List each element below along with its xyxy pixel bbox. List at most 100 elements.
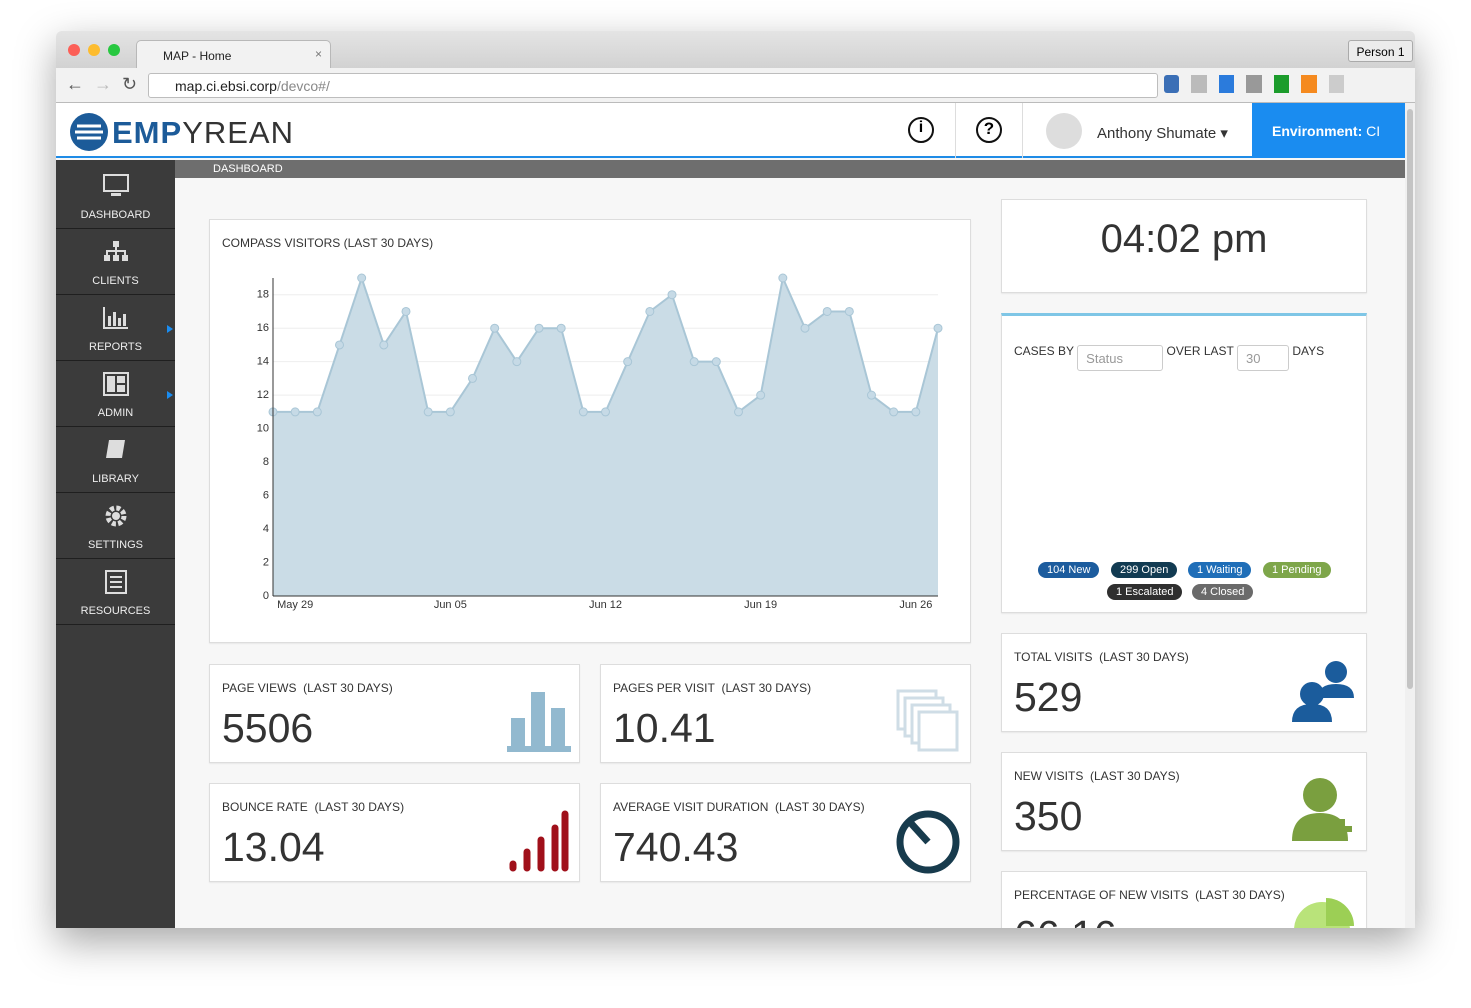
- tab-title: MAP - Home: [163, 49, 232, 63]
- nav-item[interactable]: CLIENTS: [56, 229, 175, 295]
- point: [556, 323, 566, 333]
- point: [335, 340, 344, 350]
- badge[interactable]: 4 Closed: [1192, 584, 1254, 600]
- visits-label: PERCENTAGE OF NEW VISITS: [1014, 888, 1189, 902]
- y-tick-label: 8: [263, 456, 269, 468]
- stat-value: 10.41: [613, 705, 716, 751]
- badge[interactable]: 1 Escalated: [1107, 584, 1183, 600]
- logo: EMPYREAN: [112, 115, 294, 151]
- app-header: EMPYREAN i ? Anthony Shumate ▾ Environme…: [56, 103, 1405, 158]
- chart-card: COMPASS VISITORS (LAST 30 DAYS) 0 2 4 6 8 10 1…: [209, 219, 971, 643]
- help-button[interactable]: ?: [976, 117, 1002, 143]
- stat-label: PAGES PER VISIT: [613, 681, 715, 695]
- browser-tab[interactable]: MAP - Home ×: [136, 40, 331, 69]
- status-select[interactable]: Status: [1077, 345, 1164, 371]
- pages-icon: [896, 689, 959, 752]
- toolbar: ← → ↻ map.ci.ebsi.corp/devco#/: [56, 68, 1415, 103]
- zoom-button[interactable]: [108, 44, 120, 56]
- point: [778, 273, 788, 283]
- visits-value: 529: [1014, 674, 1083, 720]
- visits-label: NEW VISITS: [1014, 769, 1084, 783]
- badge[interactable]: 104 New: [1038, 562, 1100, 578]
- stat-label: AVERAGE VISIT DURATION: [613, 800, 769, 814]
- stat-label: PAGE VIEWS: [222, 681, 297, 695]
- point: [445, 407, 455, 417]
- point: [911, 407, 921, 417]
- y-tick-label: 10: [257, 423, 269, 435]
- stat-value: 13.04: [222, 824, 325, 870]
- stat-card: PAGE VIEWS (LAST 30 DAYS) 5506: [209, 664, 580, 763]
- stat-card: AVERAGE VISIT DURATION (LAST 30 DAYS) 740…: [600, 783, 971, 882]
- days-input[interactable]: 30: [1236, 345, 1289, 371]
- profile-button[interactable]: Person 1: [1348, 40, 1413, 62]
- badges: 104 New 299 Open 1 Waiting 1 Pending 1 E…: [1002, 562, 1368, 602]
- stat-period: (LAST 30 DAYS): [721, 681, 812, 695]
- stat-value: 740.43: [613, 824, 739, 870]
- days: DAYS: [1292, 344, 1325, 358]
- point: [490, 323, 500, 333]
- point: [357, 273, 367, 283]
- clock-card: 04:02 pm: [1001, 199, 1367, 293]
- extensions: [1164, 75, 1344, 95]
- x-tick-label: Jun 26: [899, 599, 932, 611]
- nav-item[interactable]: SETTINGS: [56, 493, 175, 559]
- point: [623, 357, 633, 367]
- point: [756, 390, 766, 400]
- clock: 04:02 pm: [1100, 217, 1268, 261]
- over-last: OVER LAST: [1166, 344, 1234, 358]
- visits-period: (LAST 30 DAYS): [1099, 650, 1189, 664]
- nav-item[interactable]: REPORTS: [56, 295, 175, 361]
- point: [822, 306, 832, 316]
- badge[interactable]: 1 Waiting: [1188, 562, 1252, 578]
- close-button[interactable]: [68, 44, 80, 56]
- timer-icon: [896, 810, 960, 874]
- badge[interactable]: 299 Open: [1111, 562, 1178, 578]
- info-button[interactable]: i: [908, 117, 934, 143]
- point: [578, 407, 588, 417]
- point: [689, 357, 699, 367]
- point: [423, 407, 433, 417]
- y-tick-label: 2: [263, 556, 269, 568]
- url-host: map.ci.ebsi.corp: [175, 78, 277, 94]
- scrollbar[interactable]: [1405, 103, 1415, 928]
- nav-item[interactable]: ADMIN: [56, 361, 175, 427]
- nav-item[interactable]: LIBRARY: [56, 427, 175, 493]
- y-tick-label: 18: [257, 289, 269, 301]
- nav-buttons[interactable]: ← → ↻: [66, 74, 138, 94]
- cases-filter: CASES BY Status OVER LAST 30 DAYS: [1014, 344, 1324, 371]
- nav-label: ADMIN: [97, 407, 134, 419]
- point: [889, 407, 899, 417]
- y-tick-label: 16: [257, 322, 269, 334]
- user-name: Anthony Shumate: [1097, 125, 1217, 142]
- point: [468, 373, 477, 383]
- stat-period: (LAST 30 DAYS): [303, 681, 393, 695]
- avatar: [1046, 113, 1082, 149]
- point: [601, 407, 610, 417]
- point: [800, 323, 810, 333]
- visits-period: (LAST 30 DAYS): [1090, 769, 1180, 783]
- visits-value: 350: [1014, 793, 1083, 839]
- user-menu[interactable]: Anthony Shumate ▾: [1097, 125, 1228, 142]
- point: [645, 306, 655, 316]
- environment-value: CI: [1366, 123, 1381, 139]
- x-tick-label: Jun 19: [744, 599, 777, 611]
- environment[interactable]: Environment: CI: [1252, 103, 1405, 158]
- point: [512, 357, 522, 367]
- stat-period: (LAST 30 DAYS): [314, 800, 405, 814]
- point: [933, 323, 943, 333]
- bar-icon: [507, 692, 571, 752]
- point: [401, 306, 411, 316]
- badge[interactable]: 1 Pending: [1263, 562, 1331, 578]
- stat-label: BOUNCE RATE: [222, 800, 308, 814]
- minimize-button[interactable]: [88, 44, 100, 56]
- stat-period: (LAST 30 DAYS): [775, 800, 865, 814]
- address-bar[interactable]: map.ci.ebsi.corp/devco#/: [148, 73, 1158, 98]
- users-icon: [1292, 661, 1354, 722]
- visits-card: TOTAL VISITS (LAST 30 DAYS) 529: [1001, 633, 1367, 732]
- tab-close[interactable]: ×: [314, 47, 322, 61]
- nav-item[interactable]: DASHBOARD: [56, 163, 175, 229]
- nav-item[interactable]: RESOURCES: [56, 559, 175, 625]
- x-tick-label: Jun 05: [434, 599, 467, 611]
- environment-label: Environment:: [1272, 123, 1363, 139]
- point: [867, 390, 876, 400]
